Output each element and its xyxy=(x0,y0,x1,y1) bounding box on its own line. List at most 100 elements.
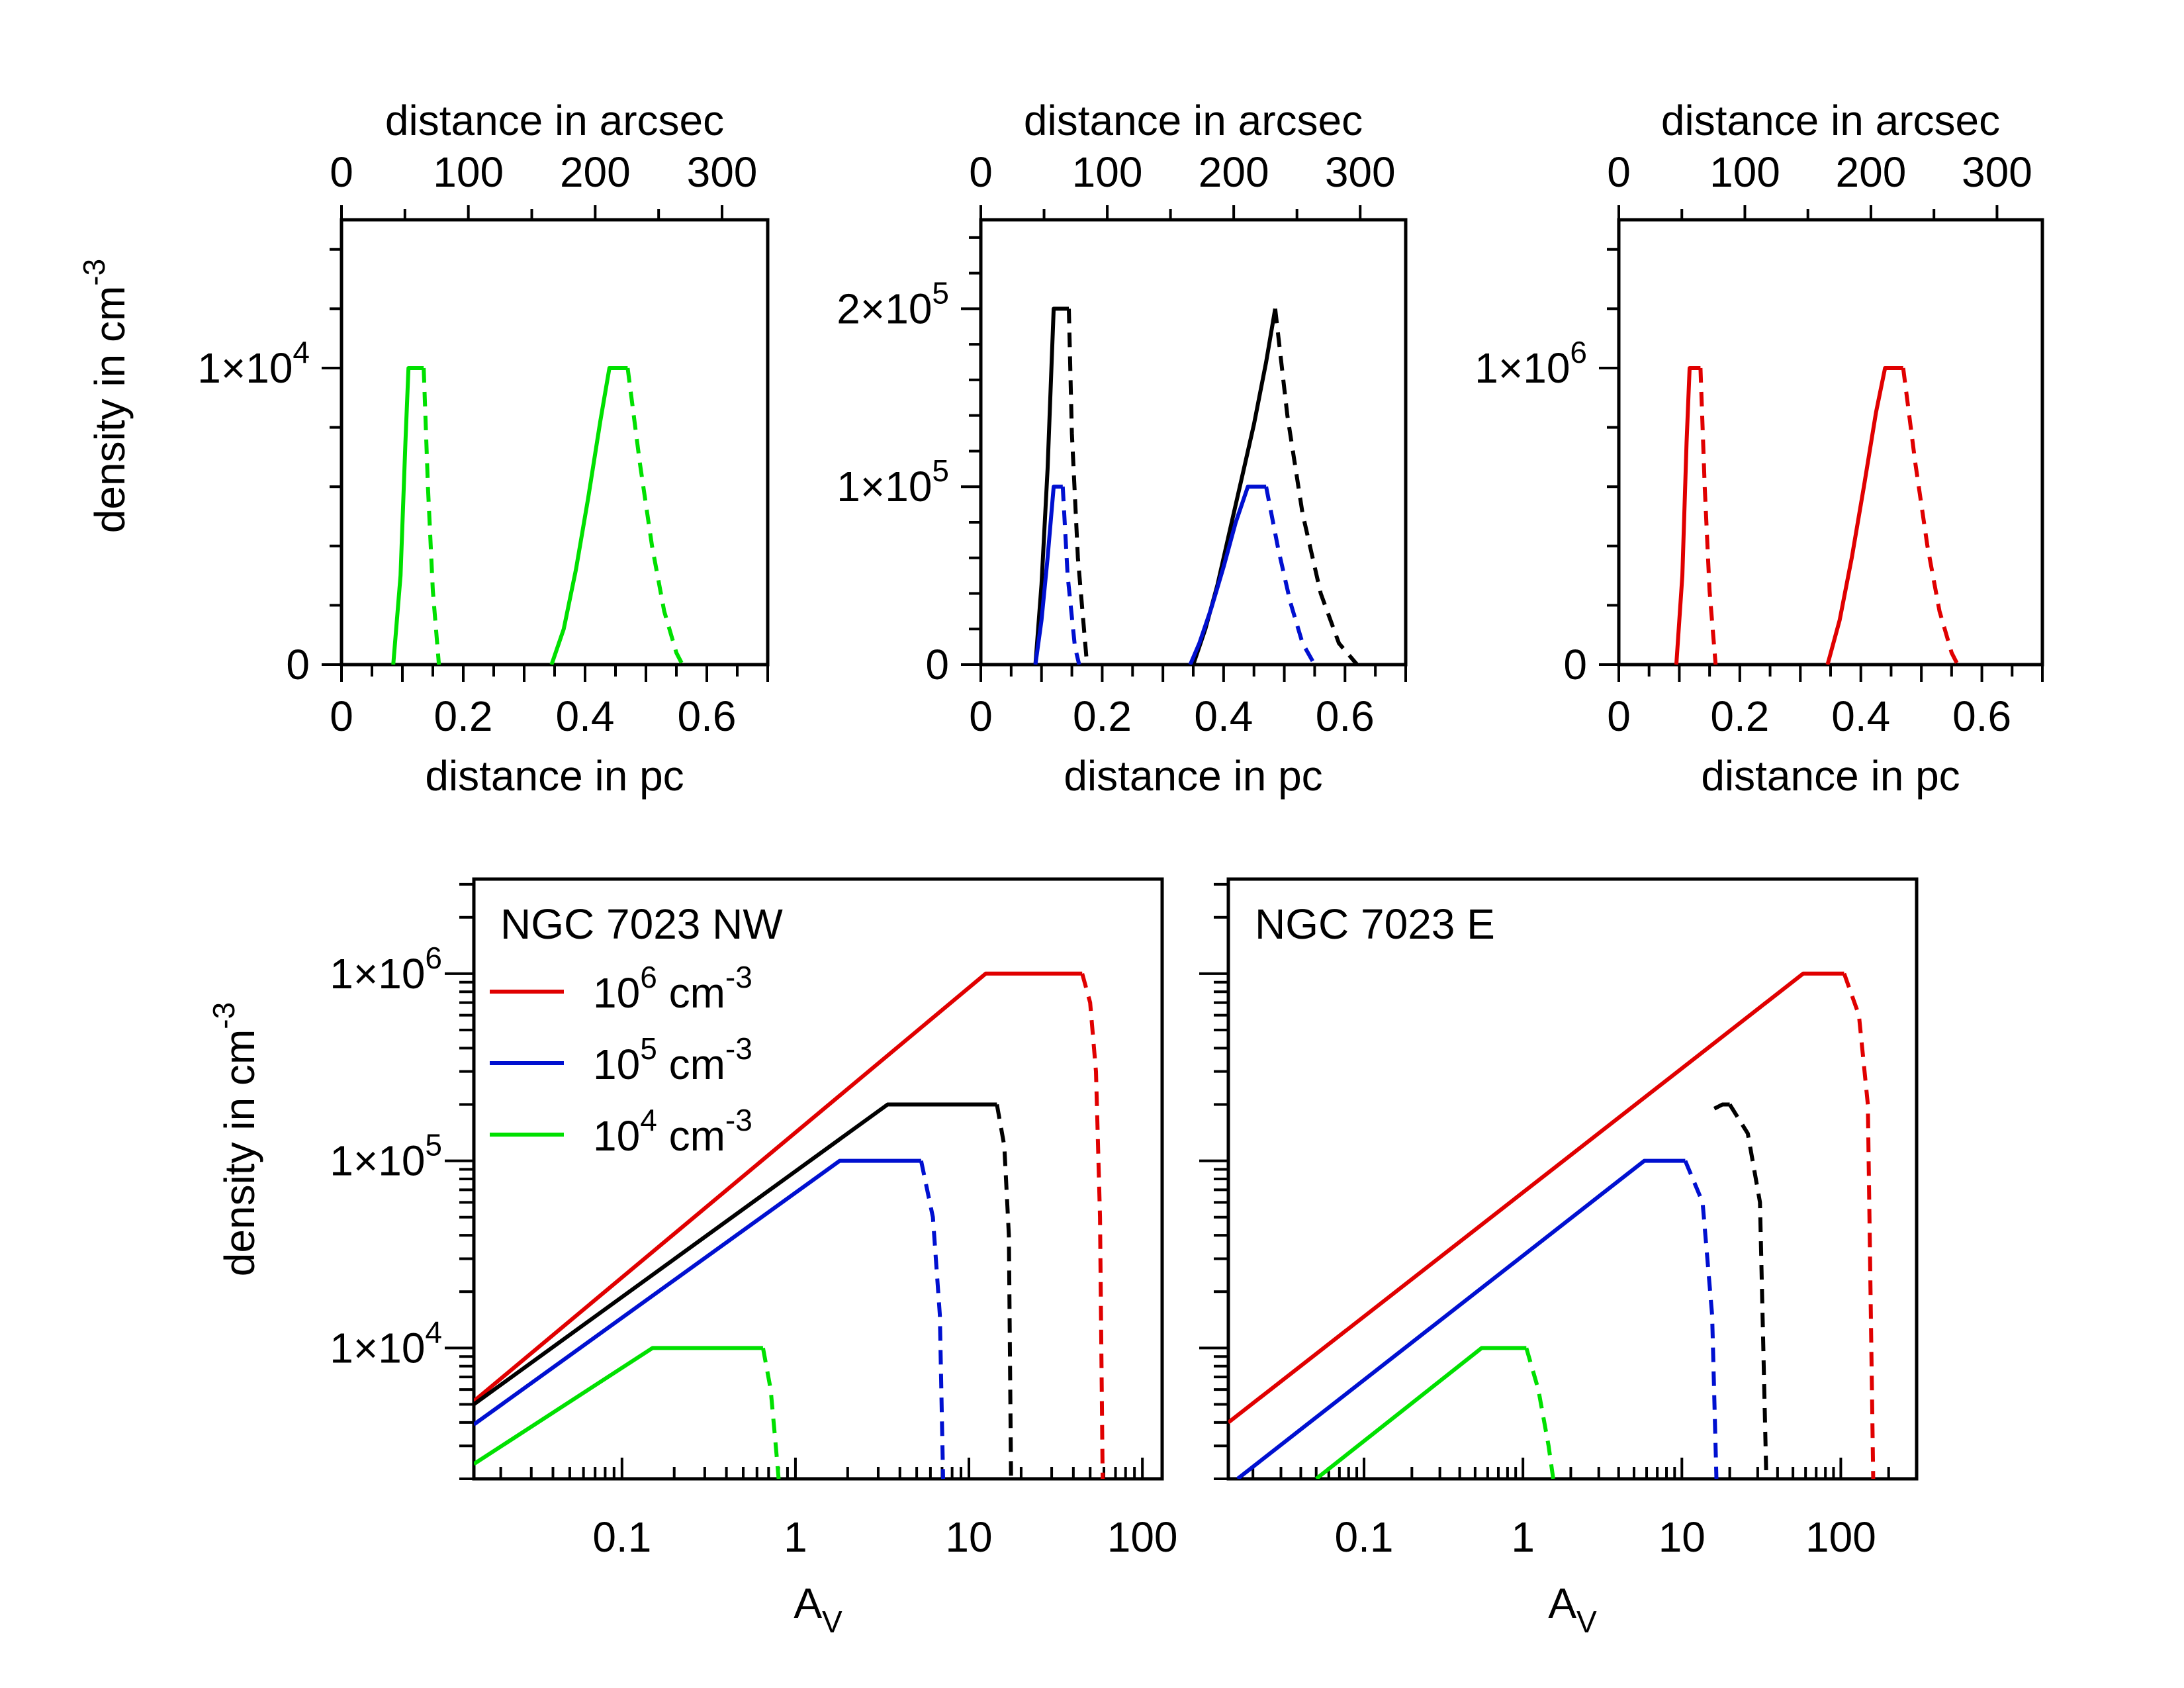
y-tick-label-exponent: 5 xyxy=(425,1128,442,1162)
y-tick-label-exponent: 6 xyxy=(1570,335,1587,369)
x-tick-label: 100 xyxy=(1107,1513,1178,1561)
legend-item: 104 cm-3 xyxy=(490,1103,752,1160)
x-axis-title-subscript: V xyxy=(822,1605,842,1639)
series-red-solid xyxy=(1825,366,1903,665)
series-black-solid xyxy=(474,1102,997,1406)
series-blue-dashed xyxy=(919,1160,945,1479)
series-black-solid xyxy=(1033,306,1069,665)
panel-bottom-right: 0.1 1 10 100 AV NGC 7023 E xyxy=(1199,877,1919,1639)
y-axis-title-superscript: -3 xyxy=(77,259,111,286)
legend-label: 105 cm-3 xyxy=(593,1031,752,1088)
series-blue-solid xyxy=(1188,485,1267,665)
y-tick-label-base: 1×10 xyxy=(197,344,293,392)
y-tick-label: 1×105 xyxy=(330,1128,442,1185)
x2-tick-label: 300 xyxy=(1962,148,2032,196)
y-tick-label-exponent: 6 xyxy=(425,941,442,975)
y-tick-label: 1×106 xyxy=(330,941,442,998)
series-green-dashed xyxy=(1524,1347,1555,1479)
y-tick-label-exponent: 4 xyxy=(425,1315,442,1349)
legend-item: 105 cm-3 xyxy=(490,1031,752,1088)
x-axis-title-text: distance in pc xyxy=(425,752,684,800)
x-tick-label: 0.2 xyxy=(1073,692,1132,740)
legend-exponent: 4 xyxy=(640,1103,657,1137)
series-black-dashed xyxy=(1728,1103,1768,1479)
series-blue-dashed xyxy=(1060,487,1081,665)
x-tick-label: 0.2 xyxy=(434,692,493,740)
y-tick-label-exponent: 4 xyxy=(293,335,310,369)
series-red-dashed xyxy=(1698,367,1718,665)
series-black-solid xyxy=(1713,1102,1730,1111)
series-green-dashed xyxy=(422,367,441,665)
legend-exponent: 5 xyxy=(640,1031,657,1066)
x-tick-label: 0 xyxy=(969,692,993,740)
x-axis-title-text: distance in pc xyxy=(1701,752,1960,800)
x2-tick-label: 0 xyxy=(330,148,353,196)
y-tick-label: 1×104 xyxy=(330,1315,442,1372)
x-axis-title: distance in pc xyxy=(425,752,684,800)
series-green-solid xyxy=(474,1346,763,1466)
series-group xyxy=(1228,971,1876,1479)
legend-item: 106 cm-3 xyxy=(490,960,752,1017)
x2-tick-label: 300 xyxy=(687,148,758,196)
series-blue-solid xyxy=(1033,485,1063,665)
y-tick-label-base: 0 xyxy=(925,641,949,688)
x-axis-title-subscript: V xyxy=(1576,1605,1597,1639)
x-tick-label: 0 xyxy=(1607,692,1631,740)
x-tick-label: 0.6 xyxy=(1952,692,2011,740)
legend-base: 10 xyxy=(593,969,640,1017)
x-tick-label: 10 xyxy=(945,1513,992,1561)
x-tick-label: 0.2 xyxy=(1710,692,1769,740)
y-tick-label: 1×104 xyxy=(197,335,310,392)
series-red-dashed xyxy=(1842,972,1876,1479)
y-tick-label-exponent: 5 xyxy=(932,453,949,488)
y-tick-label: 0 xyxy=(286,641,310,688)
y-tick-label-base: 1×10 xyxy=(1475,344,1570,392)
legend-unit: cm xyxy=(657,1041,725,1088)
y-tick-label-base: 1×10 xyxy=(330,950,425,998)
series-green-solid xyxy=(1314,1346,1527,1479)
series-blue-dashed xyxy=(1683,1160,1719,1479)
x-tick-label: 0 xyxy=(330,692,353,740)
legend-base: 10 xyxy=(593,1112,640,1160)
x-axis-title-text: A xyxy=(794,1579,822,1627)
legend-base: 10 xyxy=(593,1041,640,1088)
series-green-solid xyxy=(549,366,628,665)
x-axis-title: distance in pc xyxy=(1701,752,1960,800)
series-blue-solid xyxy=(1236,1158,1686,1479)
x-tick-label: 10 xyxy=(1659,1513,1706,1561)
legend-unit: cm xyxy=(657,969,725,1017)
x-tick-label: 100 xyxy=(1805,1513,1876,1561)
x2-axis-title: distance in arcsec xyxy=(385,97,724,144)
y-tick-label-base: 2×10 xyxy=(837,285,932,332)
x2-tick-label: 100 xyxy=(1072,148,1143,196)
series-green-dashed xyxy=(625,367,684,665)
x-tick-label: 0.6 xyxy=(1316,692,1375,740)
x-axis-title-text: A xyxy=(1548,1579,1576,1627)
series-green-solid xyxy=(391,366,424,665)
series-group xyxy=(474,971,1105,1479)
x2-tick-label: 0 xyxy=(1607,148,1631,196)
y-tick-label-base: 0 xyxy=(286,641,310,688)
y-tick-label-base: 1×10 xyxy=(330,1324,425,1372)
x-axis-title: AV xyxy=(1548,1579,1597,1639)
series-red-solid xyxy=(1228,971,1844,1425)
legend-unit-exponent: -3 xyxy=(725,960,752,994)
series-blue-dashed xyxy=(1264,486,1317,665)
series-group xyxy=(1033,306,1359,665)
x-axis-title: distance in pc xyxy=(1064,752,1322,800)
y-tick-label-base: 1×10 xyxy=(330,1137,425,1185)
y-tick-label: 2×105 xyxy=(837,275,949,332)
x-axis-title: AV xyxy=(794,1579,842,1639)
y-tick-label: 0 xyxy=(925,641,949,688)
y-axis-title-text: density in cm xyxy=(86,286,134,533)
series-black-dashed xyxy=(1273,308,1359,665)
legend-label: 104 cm-3 xyxy=(593,1103,752,1160)
x-tick-label: 0.1 xyxy=(1335,1513,1394,1561)
x2-tick-label: 200 xyxy=(1199,148,1269,196)
series-blue-solid xyxy=(474,1158,921,1427)
